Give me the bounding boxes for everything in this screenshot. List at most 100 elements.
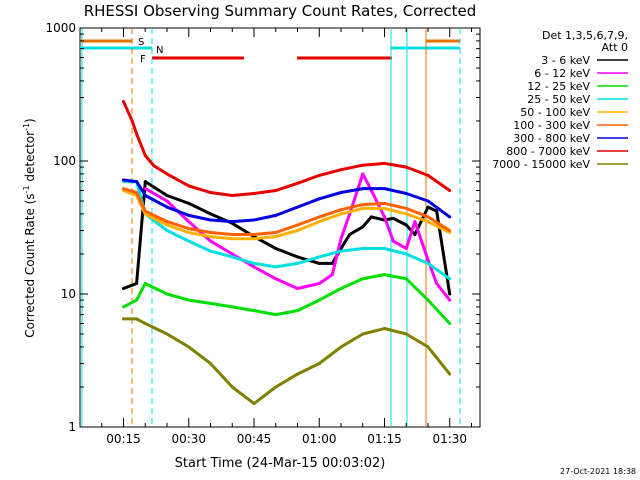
series-point [296,181,299,185]
series-point [383,215,386,219]
series-point [274,265,278,269]
y-axis-label: Corrected Count Rate (s-1 detector-1) [22,118,37,337]
series-point [187,345,191,349]
series-point [209,239,212,243]
flag-n-label: N [156,45,163,56]
legend-entry-label: 6 - 12 keV [534,67,590,80]
series-point [391,216,395,220]
series-point [339,287,343,290]
y-axis-label-main: Corrected Count Rate (s [23,193,37,337]
series-point [426,215,430,219]
series-point [252,233,256,236]
series-point [252,261,256,265]
y-tick-label: 1 [68,420,76,434]
series-point [122,317,125,321]
series-point [296,223,299,227]
legend-entry-label: 50 - 100 keV [520,106,590,119]
series-point [135,282,139,285]
series-point [209,362,212,365]
series-point [296,309,299,313]
series-point [383,187,386,191]
y-tick-label: 1000 [45,21,76,35]
series-point [317,261,321,265]
series-point [143,282,147,285]
series-point [230,233,234,236]
series-point [391,239,395,243]
series-point [130,119,134,123]
series-point [426,199,430,203]
legend-entry-label: 100 - 300 keV [513,119,590,132]
series-point [165,205,169,209]
series-point [317,220,321,224]
series-point [296,205,299,209]
series-point [122,187,125,191]
series-point [187,213,191,217]
series-line-2 [122,273,451,325]
series-point [330,261,334,265]
x-axis-label: Start Time (24-Mar-15 00:03:02) [175,456,386,471]
series-point [230,220,234,224]
time-markers: S NF [80,28,461,427]
series-point [187,298,191,302]
legend-entry-label: 3 - 6 keV [541,54,590,67]
series-point [426,205,430,209]
series-point [230,237,234,241]
series-point [330,273,334,277]
series-point [339,191,343,194]
series-point [135,191,139,194]
series-point [426,298,430,302]
series-point [252,218,256,222]
series-point [143,322,147,325]
series-point [230,305,234,309]
series-point [135,317,139,321]
legend-entry-label: 7000 - 15000 keV [492,158,590,171]
series-point [274,231,278,234]
series-point [143,187,147,191]
series-point [209,191,212,194]
series-point [122,305,125,309]
legend-entry-label: 12 - 25 keV [527,80,590,93]
series-point [143,209,147,213]
series-point [143,180,147,184]
chart-title: RHESSI Observing Summary Count Rates, Co… [84,2,477,20]
series-point [435,282,439,285]
series-point [296,261,299,265]
series-line-8 [123,317,451,406]
y-axis-label-sup1: -1 [22,185,31,193]
series-point [361,203,365,207]
series-point [317,362,321,365]
series-point [143,212,147,216]
series-point [317,197,321,201]
series-point [135,298,139,302]
series-point [187,239,191,243]
legend-header-2: Att 0 [602,41,628,54]
x-tick-label: 00:15 [106,432,141,446]
series-point [209,231,212,234]
x-tick-label: 01:00 [302,432,337,446]
series-point [361,332,365,336]
series-point [187,220,191,224]
series-point [339,249,343,253]
footer-timestamp: 27-Oct-2021 18:38 [560,467,636,476]
series-layer [122,100,452,406]
series-point [448,229,452,232]
series-point [448,277,452,281]
series-point [252,309,256,313]
series-point [274,385,278,389]
series-point [252,192,256,195]
series-point [165,194,169,197]
series-point [339,208,343,212]
series-point [296,255,299,259]
series-point [404,252,408,256]
plot-frame [79,27,481,428]
legend-entry-label: 25 - 50 keV [527,93,590,106]
series-point [339,212,343,216]
series-point [274,235,278,239]
y-tick-label: 10 [61,287,76,301]
series-point [383,327,386,330]
series-point [361,277,365,281]
y-axis-label-end: ) [23,118,37,123]
series-point [361,172,365,176]
